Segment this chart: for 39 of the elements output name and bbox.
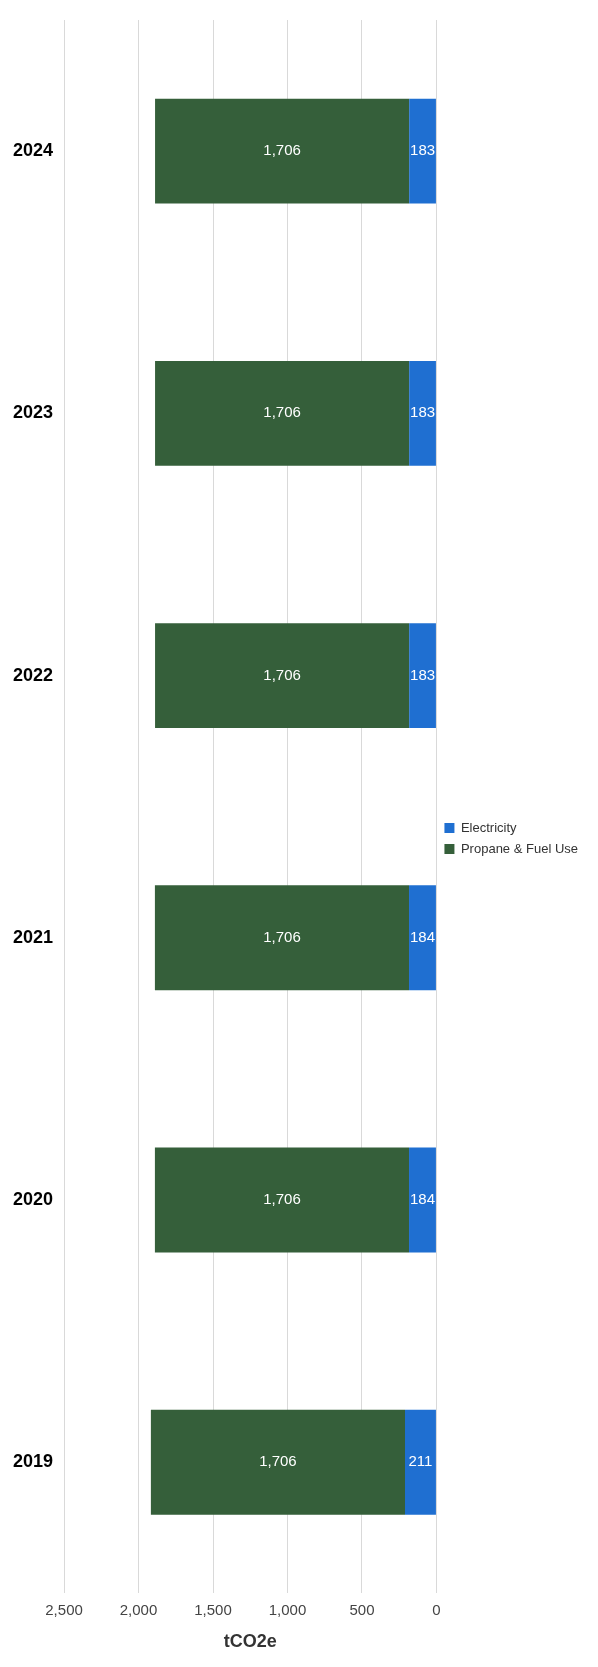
- x-tick-label: 1,000: [268, 1600, 307, 1618]
- legend-label: Electricity: [460, 819, 518, 835]
- y-tick-label: 2020: [13, 1189, 54, 1210]
- data-label: 1,706: [259, 1452, 297, 1470]
- y-tick-label: 2022: [13, 664, 54, 685]
- data-label: 211: [408, 1452, 433, 1470]
- data-label: 183: [410, 403, 436, 421]
- bar: [405, 1409, 436, 1515]
- bar: [150, 1409, 406, 1515]
- bar: [155, 98, 410, 204]
- data-label: 184: [409, 927, 435, 945]
- data-label: 1,706: [263, 141, 301, 159]
- x-tick-label: 0: [432, 1600, 441, 1618]
- x-tick-label: 2,500: [45, 1600, 83, 1618]
- bar: [409, 885, 436, 991]
- x-tick-label: 1,500: [194, 1600, 232, 1618]
- bar: [155, 360, 410, 466]
- data-label: 1,706: [263, 665, 301, 683]
- data-label: 184: [409, 1190, 435, 1208]
- bar: [409, 623, 436, 729]
- data-label: 1,706: [263, 927, 301, 945]
- y-tick-label: 2021: [13, 926, 54, 947]
- bar: [154, 885, 410, 991]
- x-tick-label: 2,000: [119, 1600, 158, 1618]
- y-tick-label: 2019: [13, 1451, 54, 1472]
- data-label: 183: [410, 665, 436, 683]
- y-tick-label: 2024: [13, 140, 54, 161]
- y-tick-label: 2023: [13, 402, 54, 423]
- bar: [154, 1147, 410, 1253]
- x-tick-label: 500: [349, 1600, 375, 1618]
- data-label: 1,706: [263, 1190, 301, 1208]
- legend-label: Propane & Fuel Use: [460, 840, 579, 856]
- data-label: 1,706: [263, 403, 301, 421]
- bar: [409, 1147, 436, 1253]
- x-axis-title: tCO2e: [223, 1631, 277, 1652]
- bar: [155, 623, 410, 729]
- data-label: 183: [410, 141, 436, 159]
- bar: [409, 360, 436, 466]
- bar: [409, 98, 436, 204]
